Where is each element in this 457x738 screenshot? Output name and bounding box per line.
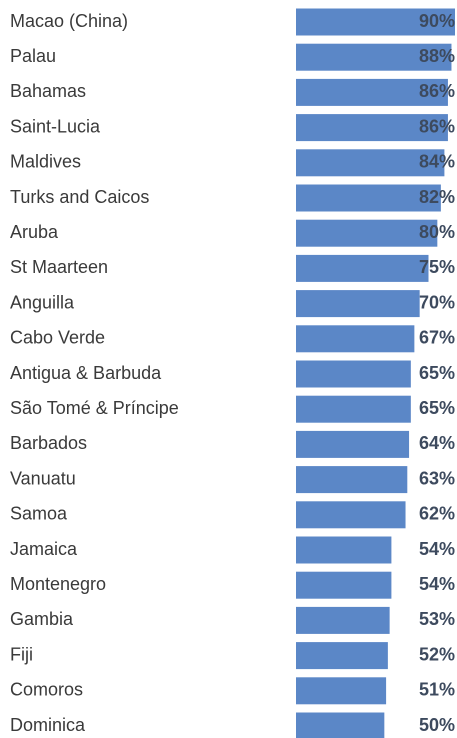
bar xyxy=(296,149,445,177)
value-label: 86% xyxy=(419,116,455,136)
value-label: 67% xyxy=(419,328,455,348)
category-label: Palau xyxy=(10,46,56,66)
value-label: 86% xyxy=(419,81,455,101)
bar xyxy=(296,219,438,247)
value-label: 51% xyxy=(419,680,455,700)
value-label: 65% xyxy=(419,398,455,418)
bar xyxy=(296,430,410,458)
category-label: Gambia xyxy=(10,609,74,629)
bar xyxy=(296,606,390,634)
bar xyxy=(296,360,411,388)
category-label: Macao (China) xyxy=(10,11,128,31)
category-label: Maldives xyxy=(10,152,81,172)
value-label: 90% xyxy=(419,11,455,31)
value-label: 50% xyxy=(419,715,455,735)
category-label: Cabo Verde xyxy=(10,328,105,348)
value-label: 88% xyxy=(419,46,455,66)
bar xyxy=(296,395,411,423)
value-label: 80% xyxy=(419,222,455,242)
bar xyxy=(296,78,448,106)
bar xyxy=(296,712,385,738)
value-label: 63% xyxy=(419,468,455,488)
bar xyxy=(296,571,392,599)
value-label: 52% xyxy=(419,644,455,664)
value-label: 54% xyxy=(419,574,455,594)
value-label: 84% xyxy=(419,152,455,172)
bar xyxy=(296,114,448,142)
category-label: Samoa xyxy=(10,504,68,524)
category-label: Bahamas xyxy=(10,81,86,101)
bar xyxy=(296,642,388,670)
category-label: Dominica xyxy=(10,715,86,735)
category-label: St Maarteen xyxy=(10,257,108,277)
category-label: Turks and Caicos xyxy=(10,187,149,207)
value-label: 54% xyxy=(419,539,455,559)
value-label: 62% xyxy=(419,504,455,524)
value-label: 53% xyxy=(419,609,455,629)
bar xyxy=(296,677,387,705)
category-label: Aruba xyxy=(10,222,59,242)
category-label: Anguilla xyxy=(10,292,75,312)
category-label: Barbados xyxy=(10,433,87,453)
category-label: Fiji xyxy=(10,644,33,664)
bar xyxy=(296,466,408,494)
bar xyxy=(296,184,441,212)
value-label: 64% xyxy=(419,433,455,453)
category-label: Antigua & Barbuda xyxy=(10,363,162,383)
bar xyxy=(296,325,415,353)
value-label: 70% xyxy=(419,292,455,312)
bar xyxy=(296,8,455,36)
value-label: 75% xyxy=(419,257,455,277)
category-label: São Tomé & Príncipe xyxy=(10,398,179,418)
category-label: Montenegro xyxy=(10,574,106,594)
bar xyxy=(296,501,406,529)
category-label: Saint-Lucia xyxy=(10,116,101,136)
category-label: Comoros xyxy=(10,680,83,700)
bar xyxy=(296,536,392,564)
value-label: 65% xyxy=(419,363,455,383)
category-label: Vanuatu xyxy=(10,468,76,488)
bar xyxy=(296,43,452,71)
bar xyxy=(296,290,420,318)
value-label: 82% xyxy=(419,187,455,207)
category-label: Jamaica xyxy=(10,539,78,559)
bar xyxy=(296,254,429,282)
